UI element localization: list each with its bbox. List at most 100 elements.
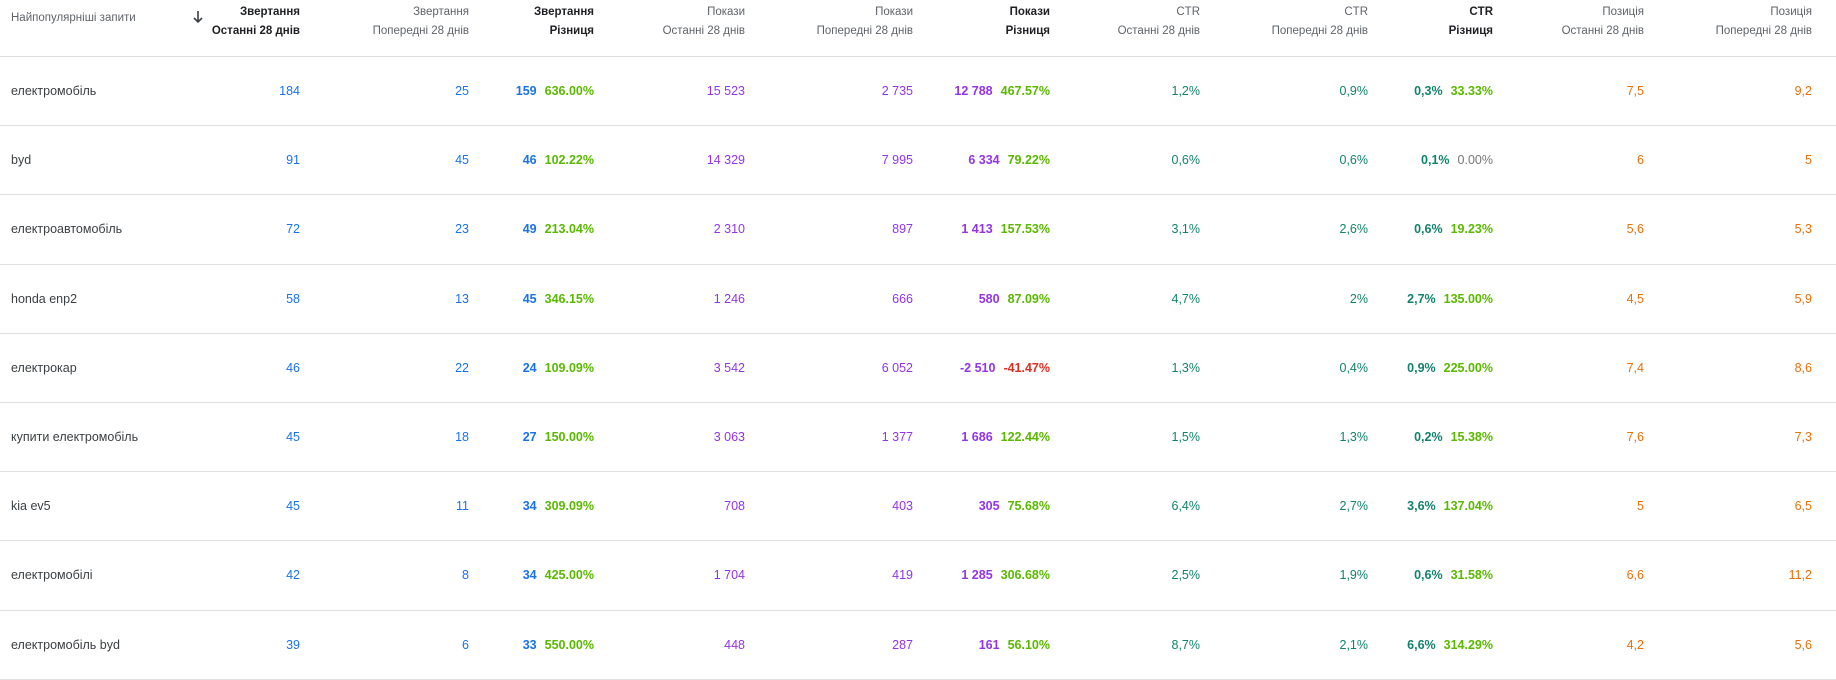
- impressions-diff: 1 413 157.53%: [961, 195, 1050, 264]
- query-text[interactable]: електромобілі: [11, 568, 93, 583]
- column-header-line2: Різниця: [1448, 25, 1493, 37]
- ctr-diff-value: 0,6%: [1414, 568, 1443, 583]
- impressions-diff-value: 12 788: [954, 84, 993, 98]
- query-text[interactable]: kia ev5: [11, 499, 51, 514]
- impressions-previous: 897: [892, 222, 913, 237]
- ctr-diff: 6,6% 314.29%: [1407, 611, 1493, 680]
- ctr-current: 2,5%: [1171, 568, 1201, 583]
- query-text[interactable]: електроавтомобіль: [11, 222, 123, 237]
- ctr-diff-percent: 225.00%: [1443, 360, 1493, 375]
- column-header-line1: Покази: [1009, 6, 1050, 18]
- impressions-previous: 2 735: [881, 84, 913, 98]
- clicks-previous: 22: [455, 360, 469, 375]
- ctr-previous: 0,4%: [1339, 360, 1369, 375]
- impressions-diff-percent: 306.68%: [1000, 568, 1050, 583]
- position-current: 4,2: [1626, 637, 1644, 652]
- column-header-ctr-diff[interactable]: CTR Різниця: [1449, 3, 1493, 41]
- position-previous: 7,3: [1794, 429, 1812, 444]
- table-row[interactable]: купити електромобіль 45 18 27 150.00% 3 0…: [0, 403, 1836, 473]
- ctr-diff-percent: 31.58%: [1450, 568, 1493, 583]
- impressions-diff-percent: 467.57%: [1000, 84, 1050, 98]
- position-previous: 6,5: [1794, 499, 1812, 514]
- impressions-diff-percent: 157.53%: [1000, 222, 1050, 237]
- table-row[interactable]: byd 91 45 46 102.22% 14 329 7 995 6 334 79…: [0, 126, 1836, 196]
- ctr-diff-value: 0,1%: [1421, 153, 1450, 168]
- column-header-clicks-diff[interactable]: Звертання Різниця: [534, 3, 594, 41]
- column-header-line1: Звертання: [239, 6, 300, 18]
- position-current: 6,6: [1626, 568, 1644, 583]
- column-header-clicks-previous[interactable]: Звертання Попередні 28 днів: [373, 3, 469, 41]
- clicks-diff-percent: 346.15%: [544, 291, 594, 306]
- position-current: 6: [1637, 153, 1644, 168]
- ctr-current: 1,5%: [1171, 429, 1201, 444]
- query-text[interactable]: електромобіль: [11, 84, 97, 98]
- query-text[interactable]: honda enp2: [11, 291, 78, 306]
- column-header-line2: Останні 28 днів: [1117, 25, 1200, 37]
- column-header-line1: Покази: [707, 6, 745, 18]
- clicks-diff-percent: 109.09%: [544, 360, 594, 375]
- ctr-current: 1,2%: [1171, 84, 1201, 98]
- ctr-previous: 1,3%: [1339, 429, 1369, 444]
- column-header-query-label: Найпопулярніші запити: [11, 12, 136, 24]
- query-text[interactable]: byd: [11, 153, 32, 168]
- clicks-diff-value: 24: [522, 360, 537, 375]
- query-text[interactable]: електрокар: [11, 360, 77, 375]
- column-header-ctr-previous[interactable]: CTR Попередні 28 днів: [1272, 3, 1368, 41]
- table-row[interactable]: електромобіль byd 39 6 33 550.00% 448 287…: [0, 611, 1836, 680]
- column-header-line2: Попередні 28 днів: [372, 25, 469, 37]
- impressions-previous: 1 377: [881, 429, 913, 444]
- table-row[interactable]: електроавтомобіль 72 23 49 213.04% 2 310 …: [0, 195, 1836, 265]
- table-row[interactable]: електромобіль 184 25 159 636.00% 15 523 2…: [0, 57, 1836, 127]
- ctr-previous: 2,6%: [1339, 222, 1369, 237]
- impressions-current: 14 329: [706, 153, 745, 168]
- clicks-previous: 23: [455, 222, 469, 237]
- column-header-line1: Звертання: [533, 6, 594, 18]
- impressions-previous: 666: [892, 291, 913, 306]
- column-header-impressions-previous[interactable]: Покази Попередні 28 днів: [817, 3, 913, 41]
- column-header-position-current[interactable]: Позиція Останні 28 днів: [1562, 3, 1644, 41]
- column-header-line2: Різниця: [549, 25, 594, 37]
- column-header-clicks-current[interactable]: Звертання Останні 28 днів: [193, 3, 300, 41]
- table-row[interactable]: електромобілі 42 8 34 425.00% 1 704 419 1…: [0, 541, 1836, 611]
- clicks-current: 46: [286, 360, 300, 375]
- impressions-diff-percent: 87.09%: [1007, 291, 1050, 306]
- clicks-diff: 24 109.09%: [523, 334, 594, 403]
- clicks-diff: 45 346.15%: [523, 265, 594, 334]
- column-header-impressions-current[interactable]: Покази Останні 28 днів: [663, 3, 745, 41]
- clicks-current: 58: [286, 291, 300, 306]
- ctr-diff-value: 0,9%: [1407, 360, 1436, 375]
- ctr-diff-percent: 19.23%: [1450, 222, 1493, 237]
- impressions-previous: 6 052: [881, 360, 913, 375]
- column-header-impressions-diff[interactable]: Покази Різниця: [1006, 3, 1050, 41]
- clicks-diff: 49 213.04%: [523, 195, 594, 264]
- table-row[interactable]: honda enp2 58 13 45 346.15% 1 246 666 580…: [0, 265, 1836, 334]
- impressions-current: 448: [724, 637, 745, 652]
- clicks-previous: 13: [455, 291, 469, 306]
- table-row[interactable]: kia ev5 45 11 34 309.09% 708 403 305 75.68…: [0, 472, 1836, 542]
- clicks-diff: 27 150.00%: [523, 403, 594, 472]
- column-header-position-previous[interactable]: Позиція Попередні 28 днів: [1716, 3, 1812, 41]
- column-header-line1: Позиція: [1770, 6, 1812, 18]
- column-header-query[interactable]: Найпопулярніші запити: [11, 9, 136, 28]
- table-row[interactable]: електрокар 46 22 24 109.09% 3 542 6 052 -…: [0, 334, 1836, 403]
- clicks-diff: 34 425.00%: [523, 541, 594, 610]
- impressions-diff-value: 305: [978, 499, 1000, 514]
- ctr-current: 3,1%: [1171, 222, 1201, 237]
- position-current: 5,6: [1626, 222, 1644, 237]
- column-header-line2: Різниця: [1005, 25, 1050, 37]
- query-text[interactable]: купити електромобіль: [11, 429, 139, 444]
- ctr-diff-percent: 0.00%: [1457, 153, 1493, 168]
- clicks-previous: 11: [456, 499, 469, 514]
- query-text[interactable]: електромобіль byd: [11, 637, 120, 652]
- clicks-diff-percent: 102.22%: [544, 153, 594, 168]
- impressions-diff-percent: 122.44%: [1000, 429, 1050, 444]
- impressions-diff-value: 580: [978, 291, 1000, 306]
- position-previous: 5: [1805, 153, 1812, 168]
- column-header-line1: CTR: [1176, 6, 1200, 18]
- position-current: 7,6: [1626, 429, 1644, 444]
- column-header-line2: Попередні 28 днів: [1715, 25, 1812, 37]
- impressions-diff-percent: -41.47%: [1003, 360, 1050, 375]
- clicks-diff: 33 550.00%: [523, 611, 594, 680]
- column-header-ctr-current[interactable]: CTR Останні 28 днів: [1118, 3, 1200, 41]
- ctr-diff: 0,9% 225.00%: [1407, 334, 1493, 403]
